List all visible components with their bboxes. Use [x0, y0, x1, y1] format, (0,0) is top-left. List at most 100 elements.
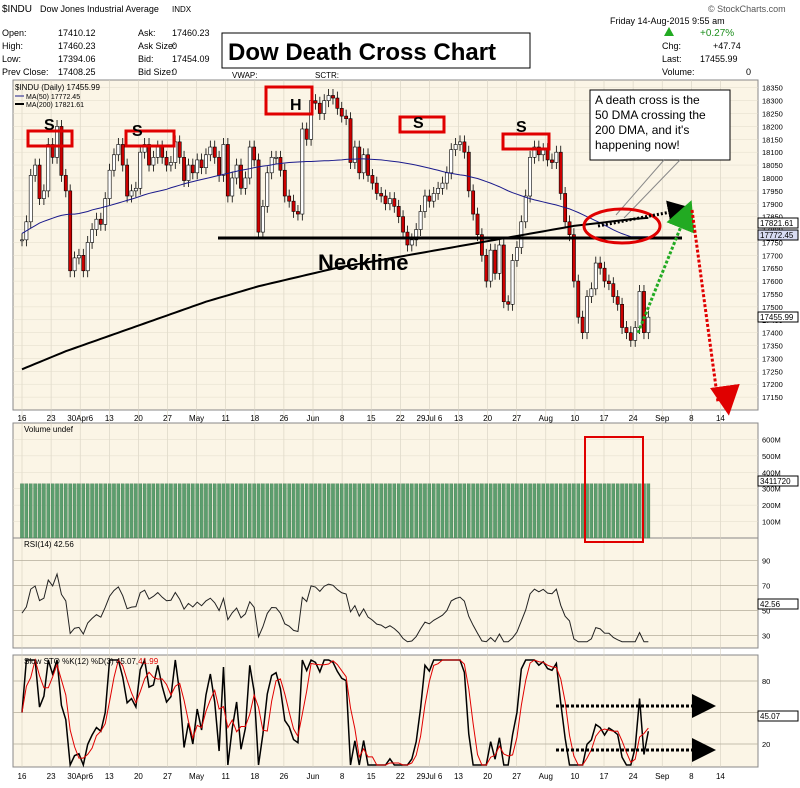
candle-body: [423, 195, 427, 212]
volume-bar: [221, 483, 226, 539]
volume-bar: [388, 483, 392, 539]
stat-value: 17460.23: [58, 41, 96, 51]
candle-body: [186, 164, 191, 181]
candle-body: [427, 195, 432, 202]
volume-bar: [160, 483, 164, 539]
x-tick-label: 8: [340, 414, 345, 423]
volume-bar: [567, 483, 572, 539]
candle-body: [449, 149, 454, 174]
x-tick-label: 30Apr6: [67, 414, 93, 423]
candle-body: [230, 177, 235, 197]
title-box: [221, 32, 531, 69]
volume-bar: [467, 483, 471, 539]
volume-bar: [125, 483, 129, 539]
candle-body: [151, 157, 156, 166]
volume-bar: [195, 483, 199, 539]
candle-body: [550, 159, 554, 163]
volume-bar: [532, 483, 537, 539]
x-tick-label: 15: [367, 414, 376, 423]
x-tick-label: 20: [134, 772, 143, 781]
volume-bar: [410, 483, 414, 539]
candle-body: [182, 157, 186, 181]
price-tick-label: 17700: [762, 251, 783, 260]
candle-body: [147, 144, 151, 166]
header: $INDU Dow Jones Industrial Average INDX …: [2, 4, 786, 80]
candle-body: [523, 195, 528, 223]
x-tick-label: 11: [222, 772, 231, 781]
volume-bar: [607, 483, 611, 539]
volume-bar: [615, 483, 620, 539]
x-tick-label: 20: [134, 414, 143, 423]
candle-body: [388, 198, 392, 205]
volume-bar: [431, 483, 436, 539]
candle-body: [440, 182, 445, 189]
candle-body: [409, 239, 414, 246]
volume-bar: [296, 483, 300, 539]
stat-label-2: Bid Size:: [138, 67, 174, 77]
x-tick-label: 23: [47, 772, 56, 781]
candle-body: [554, 151, 559, 163]
x-tick-label: Jun: [307, 414, 320, 423]
price-tick-label: 17500: [762, 303, 783, 312]
volume-bar: [199, 483, 204, 539]
volume-bar: [134, 483, 138, 539]
volume-bar: [278, 483, 283, 539]
chg-value: +47.74: [713, 41, 741, 51]
candle-body: [571, 234, 576, 282]
candle-body: [611, 283, 616, 297]
price-tick-label: 17550: [762, 290, 783, 299]
price-tick-label: 17900: [762, 200, 783, 209]
x-tick-label: May: [189, 414, 204, 423]
candle-body: [615, 296, 620, 305]
volume-bar: [129, 483, 134, 539]
candle-body: [471, 190, 476, 215]
cross-circle: [582, 207, 662, 245]
volume-bar: [169, 483, 173, 539]
stat-label: Open:: [2, 28, 27, 38]
candle-body: [528, 157, 532, 197]
candle-body: [317, 102, 322, 114]
volume-bar: [265, 483, 270, 539]
volume-bar: [42, 483, 46, 539]
candle-body: [204, 154, 208, 168]
volume-legend: Volume undef: [24, 425, 74, 434]
x-tick-label: Jun: [307, 772, 320, 781]
candle-body: [366, 154, 370, 176]
volume-bar: [335, 483, 340, 539]
price-tick-label: 17950: [762, 187, 783, 196]
watermark: © StockCharts.com: [708, 4, 786, 14]
volume-bar: [33, 483, 37, 539]
rsi-tick-label: 30: [762, 632, 770, 641]
volume-bar: [81, 483, 86, 539]
callout-line: A death cross is the: [595, 93, 700, 107]
volume-bar: [304, 483, 309, 539]
volume-bar: [453, 483, 458, 539]
volume-bar: [142, 483, 147, 539]
sto-tick-label: 20: [762, 740, 770, 749]
stat-label: Prev Close:: [2, 67, 49, 77]
candle-body: [392, 198, 397, 207]
volume-bar: [313, 483, 318, 539]
volume-bar: [493, 483, 497, 539]
candle-body: [479, 234, 484, 256]
candle-body: [247, 146, 252, 179]
volume-highlight-box: [584, 436, 644, 543]
stat-label-2: Ask:: [138, 28, 156, 38]
candle-body: [98, 218, 103, 225]
volume-bar: [440, 483, 445, 539]
candle-body: [55, 126, 59, 158]
candle-body: [493, 249, 497, 274]
candle-body: [125, 164, 130, 197]
symbol: $INDU: [2, 4, 32, 15]
volume-bar: [99, 483, 103, 539]
volume-bar: [602, 483, 607, 539]
x-tick-label: 29Jul 6: [417, 414, 443, 423]
volume-bar: [510, 483, 515, 539]
volume-bar: [589, 483, 594, 539]
candle-body: [515, 247, 519, 261]
shoulder-box-2: [124, 129, 176, 148]
shoulder-label-3: S: [413, 115, 424, 132]
volume-bar: [550, 483, 554, 539]
x-tick-label: 20: [483, 772, 492, 781]
candle-body: [199, 159, 204, 168]
